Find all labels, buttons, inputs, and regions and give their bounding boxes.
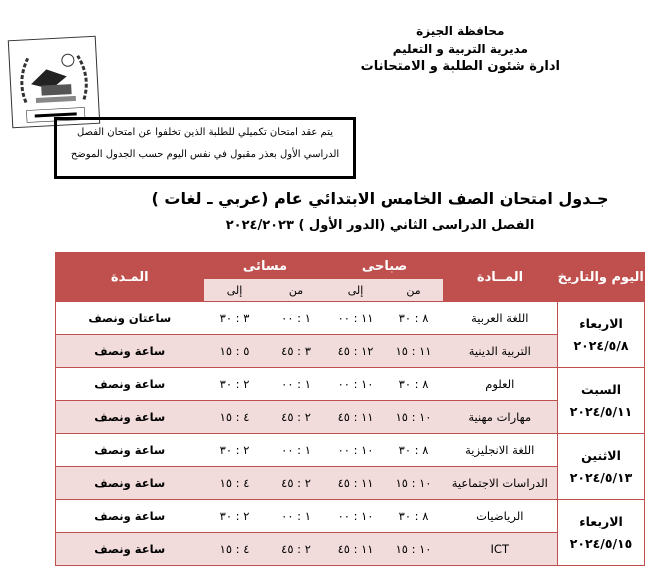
table-row: السبت ٢٠٢٤/٥/١١ العلوم ٨ : ٣٠ ١٠ : ٠٠ ١ : ٠٠ ٢… <box>55 367 645 434</box>
morning-to-cell: ١٢ : ٤٥ <box>326 334 385 368</box>
evening-to-cell: ٥ : ١٥ <box>203 334 266 368</box>
morning-from-cell: ١٠ : ١٥ <box>384 400 443 434</box>
table-row: ICT ١٠ : ١٥ ١١ : ٤٥ ٢ : ٤٥ ٤ : ١٥ ساعة ونصف <box>55 532 645 566</box>
evening-to-cell: ٢ : ٣٠ <box>203 499 266 533</box>
duration-cell: ساعة ونصف <box>55 532 204 566</box>
header-day: اليوم والتاريخ <box>557 252 645 302</box>
header-evening-from: من <box>265 279 327 302</box>
evening-from-cell: ١ : ٠٠ <box>265 367 327 401</box>
dashed-divider <box>115 97 645 102</box>
date: ٢٠٢٤/٥/١٣ <box>569 469 633 485</box>
duration-cell: ساعة ونصف <box>55 433 204 467</box>
day-date-cell: الاربعاء ٢٠٢٤/٥/١٥ <box>557 499 645 566</box>
header-morning: صباحى <box>326 252 443 279</box>
exam-schedule-table: اليوم والتاريخ المــادة صباحى مسائى المـ… <box>55 252 646 566</box>
table-row: الاربعاء ٢٠٢٤/٥/١٥ الرياضيات ٨ : ٣٠ ١٠ : ٠٠ ١… <box>55 499 645 566</box>
day-name: الاربعاء <box>579 513 623 529</box>
evening-to-cell: ٤ : ١٥ <box>203 532 266 566</box>
subject-cell: مهارات مهنية <box>442 400 558 434</box>
evening-from-cell: ١ : ٠٠ <box>265 499 327 533</box>
morning-from-cell: ٨ : ٣٠ <box>384 301 443 335</box>
evening-from-cell: ٢ : ٤٥ <box>265 466 327 500</box>
morning-to-cell: ١١ : ٠٠ <box>326 301 385 335</box>
table-row: الاربعاء ٢٠٢٤/٥/٨ اللغة العربية ٨ : ٣٠ ١١ : … <box>55 301 645 368</box>
subject-cell: اللغة الانجليزية <box>442 433 558 467</box>
morning-to-cell: ١٠ : ٠٠ <box>326 367 385 401</box>
table-row: الاثنين ٢٠٢٤/٥/١٣ اللغة الانجليزية ٨ : ٣٠ ١٠… <box>55 433 645 500</box>
date: ٢٠٢٤/٥/١٥ <box>569 535 633 551</box>
morning-from-cell: ٨ : ٣٠ <box>384 433 443 467</box>
governorate: محافظة الجيزة <box>416 24 505 38</box>
morning-to-cell: ١١ : ٤٥ <box>326 466 385 500</box>
day-date-cell: الاربعاء ٢٠٢٤/٥/٨ <box>557 301 645 368</box>
duration-cell: ساعة ونصف <box>55 367 204 401</box>
day-date-cell: السبت ٢٠٢٤/٥/١١ <box>557 367 645 434</box>
morning-from-cell: ١٠ : ١٥ <box>384 466 443 500</box>
duration-cell: ساعة ونصف <box>55 466 204 500</box>
page-title: جـدول امتحان الصف الخامس الابتدائي عام (… <box>151 189 609 208</box>
subject-cell: اللغة العربية <box>442 301 558 335</box>
directorate: مديرية التربية و التعليم <box>392 42 528 56</box>
morning-to-cell: ١١ : ٤٥ <box>326 532 385 566</box>
day-date-cell: الاثنين ٢٠٢٤/٥/١٣ <box>557 433 645 500</box>
morning-to-cell: ١٠ : ٠٠ <box>326 433 385 467</box>
table-row: التربية الدينية ١١ : ١٥ ١٢ : ٤٥ ٣ : ٤٥ ٥ : ١… <box>55 334 645 368</box>
duration-cell: ساعتان ونصف <box>55 301 204 335</box>
evening-to-cell: ٤ : ١٥ <box>203 400 266 434</box>
evening-to-cell: ٢ : ٣٠ <box>203 367 266 401</box>
table-row: مهارات مهنية ١٠ : ١٥ ١١ : ٤٥ ٢ : ٤٥ ٤ : ١٥ سا… <box>55 400 645 434</box>
header-subject: المــادة <box>442 252 558 302</box>
evening-from-cell: ٣ : ٤٥ <box>265 334 327 368</box>
morning-from-cell: ٨ : ٣٠ <box>384 499 443 533</box>
department-logo <box>7 35 101 129</box>
morning-from-cell: ٨ : ٣٠ <box>384 367 443 401</box>
header-evening: مسائى <box>203 252 327 279</box>
date: ٢٠٢٤/٥/١١ <box>569 403 633 419</box>
page-subtitle: الفصل الدراسى الثاني (الدور الأول ) ٢٠٢٤… <box>225 218 535 233</box>
subject-cell: التربية الدينية <box>442 334 558 368</box>
duration-cell: ساعة ونصف <box>55 400 204 434</box>
duration-cell: ساعة ونصف <box>55 499 204 533</box>
header-morning-to: إلى <box>326 279 385 302</box>
evening-to-cell: ٢ : ٣٠ <box>203 433 266 467</box>
header-evening-to: إلى <box>203 279 266 302</box>
morning-from-cell: ١٠ : ١٥ <box>384 532 443 566</box>
header-duration: المـدة <box>55 252 204 302</box>
notice-line: الدراسي الأول بعذر مقبول في نفس اليوم حس… <box>70 149 340 160</box>
morning-to-cell: ١٠ : ٠٠ <box>326 499 385 533</box>
date: ٢٠٢٤/٥/٨ <box>573 337 629 353</box>
table-row: الدراسات الاجتماعية ١٠ : ١٥ ١١ : ٤٥ ٢ : ٤٥ ٤… <box>55 466 645 500</box>
evening-to-cell: ٤ : ١٥ <box>203 466 266 500</box>
subject-cell: ICT <box>442 532 558 566</box>
subject-cell: العلوم <box>442 367 558 401</box>
notice-box: يتم عقد امتحان تكميلي للطلبة الذين تخلفو… <box>54 117 356 179</box>
duration-cell: ساعة ونصف <box>55 334 204 368</box>
evening-from-cell: ١ : ٠٠ <box>265 433 327 467</box>
department: ادارة شئون الطلبة و الامتحانات <box>360 59 560 74</box>
header-morning-from: من <box>384 279 443 302</box>
organization-header: محافظة الجيزة مديرية التربية و التعليم ا… <box>361 22 560 76</box>
evening-from-cell: ٢ : ٤٥ <box>265 532 327 566</box>
evening-from-cell: ١ : ٠٠ <box>265 301 327 335</box>
morning-from-cell: ١١ : ١٥ <box>384 334 443 368</box>
subject-cell: الدراسات الاجتماعية <box>442 466 558 500</box>
evening-from-cell: ٢ : ٤٥ <box>265 400 327 434</box>
notice-line: يتم عقد امتحان تكميلي للطلبة الذين تخلفو… <box>76 127 334 138</box>
day-name: الاربعاء <box>579 315 623 331</box>
day-name: الاثنين <box>581 447 621 463</box>
evening-to-cell: ٣ : ٣٠ <box>203 301 266 335</box>
day-name: السبت <box>580 381 622 397</box>
morning-to-cell: ١١ : ٤٥ <box>326 400 385 434</box>
subject-cell: الرياضيات <box>442 499 558 533</box>
